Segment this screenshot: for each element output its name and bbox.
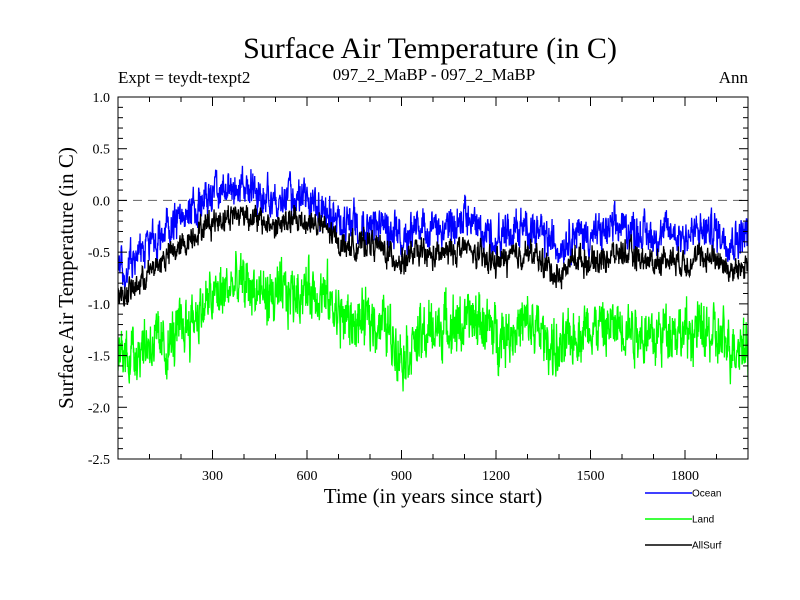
comparison-label: 097_2_MaBP - 097_2_MaBP — [333, 65, 535, 84]
x-tick-label: 1200 — [482, 469, 510, 484]
y-tick-label: 0.5 — [93, 143, 111, 158]
x-tick-label: 600 — [297, 469, 318, 484]
legend-label-allsurf: AllSurf — [692, 541, 722, 552]
experiment-label: Expt = teydt-texpt2 — [118, 68, 250, 87]
period-label: Ann — [719, 68, 749, 87]
plot-frame — [117, 96, 749, 460]
y-axis-label: Surface Air Temperature (in C) — [54, 147, 78, 409]
x-tick-label: 300 — [202, 469, 223, 484]
legend-label-ocean: Ocean — [692, 489, 721, 500]
x-axis-label: Time (in years since start) — [324, 484, 543, 508]
x-tick-label: 1800 — [671, 469, 699, 484]
x-tick-label: 1500 — [577, 469, 605, 484]
axis-ticks: 300 600 900 1200 1500 1800 -2.5 -2.0 -1.5 -1.0 -0.… — [88, 91, 749, 484]
y-tick-label: -2.0 — [88, 401, 110, 416]
y-tick-label: 0.0 — [93, 194, 111, 209]
series-layer — [118, 165, 748, 392]
y-tick-label: 1.0 — [93, 91, 111, 106]
x-tick-label: 900 — [391, 469, 412, 484]
series-line-allsurf — [118, 204, 748, 307]
series-line-land — [118, 251, 748, 392]
y-tick-label: -0.5 — [88, 246, 110, 261]
y-tick-label: -1.5 — [88, 350, 110, 365]
legend-label-land: Land — [692, 515, 714, 526]
y-tick-label: -1.0 — [88, 298, 110, 313]
y-tick-label: -2.5 — [88, 453, 110, 468]
chart-title: Surface Air Temperature (in C) — [243, 32, 617, 65]
series-line-ocean — [118, 165, 748, 290]
legend: Ocean Land AllSurf — [645, 489, 722, 552]
